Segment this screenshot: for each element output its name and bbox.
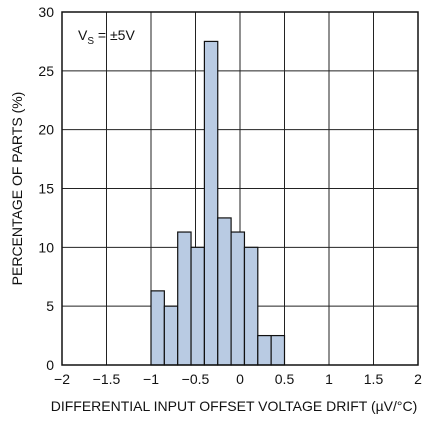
histogram-bar-7 [243,246,259,366]
annotation-subscript: S [87,36,94,47]
x-tick-labels: −2 −1.5 −1 −0.5 0 0.5 1 1.5 2 [54,371,422,387]
y-tick-label: 0 [46,357,54,373]
histogram-bar-4 [203,40,219,366]
histogram-bar-8 [257,334,272,366]
grid-lines [61,11,419,366]
plot-frame [61,11,419,366]
histogram-bar-0 [150,290,165,366]
x-tick-label: −0.5 [182,371,210,387]
x-tick-label: −1.5 [93,371,121,387]
y-tick-label: 20 [38,122,54,138]
y-tick-label: 25 [38,63,54,79]
histogram-bar-5 [217,217,232,366]
x-tick-label: −1 [143,371,159,387]
y-tick-label: 5 [46,298,54,314]
histogram-bar-1 [163,305,179,366]
x-axis-label: DIFFERENTIAL INPUT OFFSET VOLTAGE DRIFT … [51,398,418,414]
supply-voltage-annotation: VS = ±5V [78,27,135,47]
y-tick-label: 10 [38,239,54,255]
histogram-bar-6 [230,231,246,366]
annotation-prefix: V [78,27,88,43]
y-axis-label: PERCENTAGE OF PARTS (%) [9,92,25,286]
y-tick-labels: 0 5 10 15 20 25 30 [38,4,54,373]
annotation-suffix: = ±5V [94,27,135,43]
histogram-bar-3 [190,246,206,366]
x-tick-label: 0.5 [275,371,295,387]
x-tick-label: 1.5 [364,371,384,387]
y-tick-label: 30 [38,4,54,20]
x-tick-label: 1 [325,371,333,387]
histogram-bar-9 [270,334,286,366]
x-tick-label: 0 [236,371,244,387]
x-tick-label: −2 [54,371,70,387]
histogram-bar-2 [177,231,192,366]
histogram-bars [150,40,286,366]
y-tick-label: 15 [38,181,54,197]
x-tick-label: 2 [414,371,422,387]
